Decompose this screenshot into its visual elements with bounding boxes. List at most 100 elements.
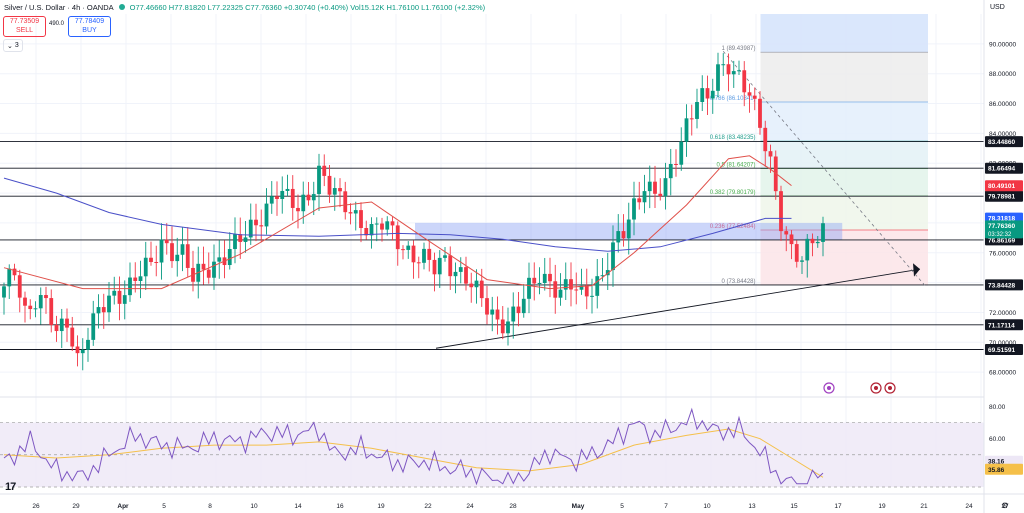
candle <box>658 193 663 197</box>
level-price-badge: 83.44860 <box>988 139 1015 146</box>
sell-label: SELL <box>15 27 34 34</box>
ma-price-badge: 80.49101 <box>988 183 1015 190</box>
candle <box>49 298 54 325</box>
candle <box>590 295 594 297</box>
ma-price-badge: 78.31818 <box>988 216 1015 223</box>
buy-button[interactable]: 77.78409 BUY <box>68 16 111 37</box>
candle <box>789 234 794 245</box>
rsi-tick-label: 60.00 <box>989 436 1006 443</box>
candle <box>700 88 705 103</box>
candle <box>395 225 400 250</box>
x-tick-label: 24 <box>466 503 474 510</box>
buy-price: 77.78409 <box>74 18 105 25</box>
gear-icon[interactable]: ⚙ <box>1001 501 1008 510</box>
ma-price-badge-bg <box>985 180 1023 192</box>
candle <box>721 64 726 66</box>
fib-zone <box>760 229 928 285</box>
candle <box>579 285 584 290</box>
y-tick-label: 70.00000 <box>989 340 1016 347</box>
fib-zone <box>760 196 928 230</box>
candle <box>128 277 132 296</box>
candle <box>668 163 673 179</box>
candle <box>595 276 600 296</box>
candle <box>317 165 321 195</box>
y-tick-label: 84.00000 <box>989 131 1016 138</box>
tradingview-logo[interactable]: 17 <box>5 481 16 493</box>
x-tick-label: 5 <box>620 503 624 510</box>
x-tick-label: 29 <box>72 503 80 510</box>
candle <box>443 255 447 258</box>
moving-average-fast <box>3 155 792 290</box>
candle <box>86 339 90 350</box>
candle <box>548 273 552 282</box>
indicators-toggle[interactable]: ⌄ 3 <box>3 39 23 52</box>
candle <box>238 234 243 242</box>
candle <box>448 255 453 277</box>
level-price-badge: 81.66494 <box>988 166 1015 173</box>
countdown-badge: 03:32:32 <box>988 232 1012 238</box>
candle <box>469 283 474 288</box>
fib-level-label: 0.786 (86.10341) <box>710 96 756 102</box>
candle <box>175 254 180 262</box>
level-price-badge: 71.17114 <box>988 322 1015 329</box>
candle <box>432 259 437 275</box>
candle <box>684 118 689 142</box>
candle <box>737 70 741 72</box>
x-tick-label: 17 <box>834 503 842 510</box>
candle <box>254 219 258 226</box>
candle <box>306 194 311 201</box>
x-tick-label: 7 <box>664 503 668 510</box>
candle <box>726 64 731 75</box>
candle <box>233 234 237 250</box>
symbol-title[interactable]: Silver / U.S. Dollar · 4h · OANDA <box>4 2 114 12</box>
candle <box>810 238 815 244</box>
candle <box>332 188 337 195</box>
currency-label: USD <box>990 4 1005 11</box>
candle <box>663 178 668 197</box>
level-price-badge: 69.51591 <box>988 347 1015 354</box>
x-tick-label: 13 <box>748 503 756 510</box>
moving-average-slow <box>3 177 792 252</box>
candle <box>527 277 531 299</box>
x-tick-label: 28 <box>509 503 517 510</box>
level-price-badge-bg <box>985 136 1023 148</box>
fib-level-label: 0.618 (83.48235) <box>710 135 756 141</box>
x-tick-label: 10 <box>250 503 258 510</box>
candle <box>369 224 374 236</box>
candle <box>422 248 426 263</box>
grid <box>0 14 984 487</box>
fib-extension-zone <box>760 14 928 53</box>
sell-button[interactable]: 77.73509 SELL <box>3 16 46 37</box>
candle <box>149 257 153 263</box>
candle <box>416 262 421 264</box>
x-tick-label: 10 <box>703 503 711 510</box>
candle <box>348 212 353 214</box>
candle <box>710 90 715 99</box>
rsi-ma-value-badge: 35.86 <box>988 467 1005 474</box>
x-tick-label: 14 <box>294 503 302 510</box>
x-tick-label: 24 <box>965 503 973 510</box>
candle <box>159 239 164 263</box>
candle <box>112 290 117 296</box>
fib-level-label: 1 (89.43987) <box>721 46 755 52</box>
candle <box>185 244 190 268</box>
economic-event-dot <box>827 386 831 390</box>
candle <box>574 289 579 291</box>
sell-price: 77.73509 <box>9 18 40 25</box>
economic-event-dot <box>888 386 892 390</box>
y-tick-label: 90.00000 <box>989 41 1016 48</box>
candle <box>164 239 169 244</box>
candle <box>12 268 17 276</box>
candle <box>695 102 699 119</box>
candle <box>479 280 484 299</box>
candle <box>290 188 295 208</box>
x-tick-label: 27 <box>1001 503 1009 510</box>
candle <box>758 98 762 128</box>
candle <box>616 231 621 243</box>
candle <box>296 207 300 212</box>
candle <box>107 295 111 313</box>
candle <box>674 163 678 165</box>
fib-zone <box>760 101 928 142</box>
candle <box>65 318 69 328</box>
